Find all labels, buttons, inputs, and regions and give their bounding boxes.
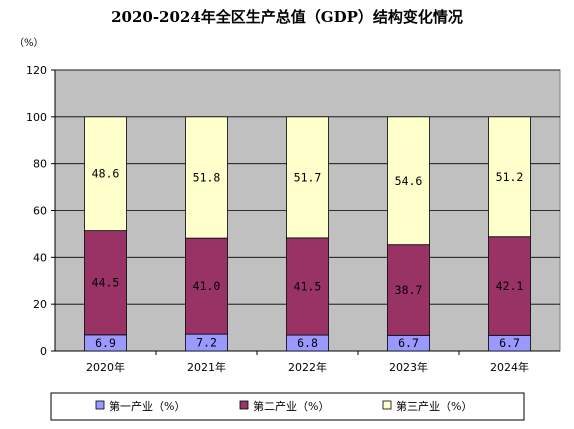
data-label: 6.7 [398,336,419,350]
data-label: 44.5 [92,276,120,290]
y-tick-label: 60 [33,205,47,218]
legend-label: 第一产业（%） [109,399,185,413]
bar-segment-3 [286,116,329,239]
x-tick-label: 2021年 [187,360,226,374]
legend-label: 第三产业（%） [396,399,472,413]
legend-swatch [95,400,105,410]
data-label: 51.8 [193,170,221,184]
data-label: 38.7 [395,283,423,297]
bar-segment-2 [488,236,531,336]
x-tick-label: 2022年 [288,360,327,374]
data-label: 7.2 [196,336,217,350]
x-tick-label: 2024年 [490,360,529,374]
data-label: 6.8 [297,336,318,350]
bar-segment-3 [185,116,228,239]
x-tick-label: 2020年 [86,360,125,374]
bar-segment-2 [84,230,127,336]
y-tick-label: 0 [40,345,47,358]
bar-segment-3 [488,116,531,238]
y-tick-label: 120 [26,64,47,77]
x-tick-label: 2023年 [389,360,428,374]
legend-label: 第二产业（%） [253,399,329,413]
bar-segment-3 [387,116,430,246]
chart-title: 2020-2024年全区生产总值（GDP）结构变化情况 [111,8,463,26]
legend-box [50,392,525,421]
y-axis-unit: （%） [14,38,44,49]
data-label: 54.6 [395,174,423,188]
bar-segment-2 [185,237,228,335]
bar-segment-3 [84,116,127,232]
y-tick-label: 20 [33,298,47,311]
data-label: 6.9 [95,336,116,350]
y-tick-label: 80 [33,158,47,171]
data-label: 51.7 [294,170,322,184]
data-label: 41.5 [294,279,322,293]
data-label: 6.7 [499,336,520,350]
bar-segment-2 [387,244,430,336]
legend-swatch [382,400,392,410]
data-label: 42.1 [496,279,524,293]
data-label: 41.0 [193,279,221,293]
legend-swatch [239,400,249,410]
y-tick-label: 100 [26,111,47,124]
y-tick-label: 40 [33,251,47,264]
data-label: 48.6 [92,167,120,181]
data-label: 51.2 [496,170,524,184]
bar-segment-2 [286,237,329,336]
